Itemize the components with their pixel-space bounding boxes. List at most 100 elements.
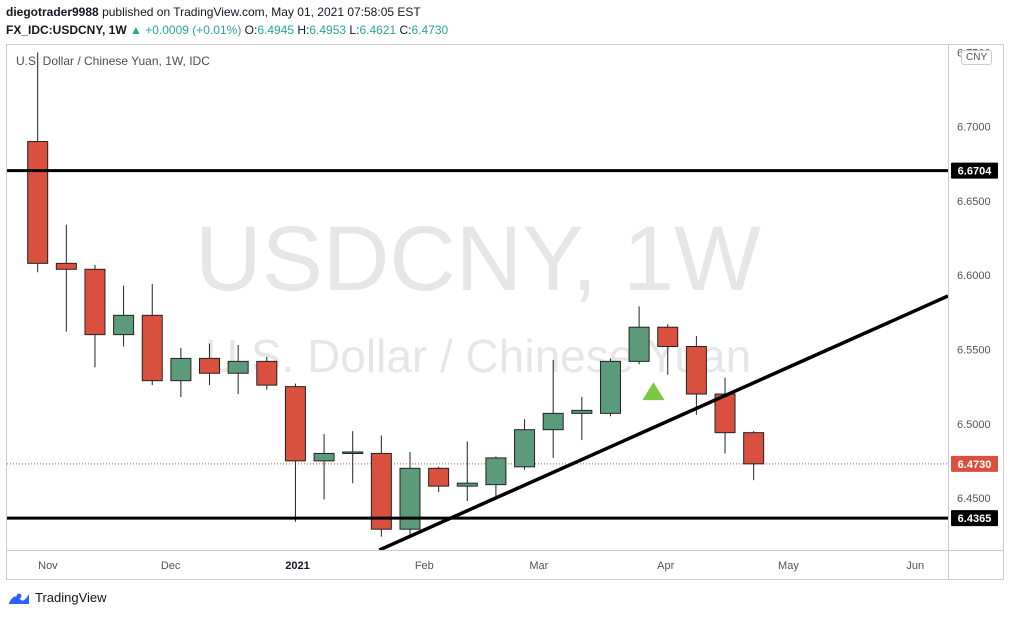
candle [256, 356, 278, 390]
last-price-label: 6.4730 [958, 459, 992, 471]
watermark: USDCNY, 1W U.S. Dollar / Chinese Yuan [195, 208, 761, 382]
watermark-symbol: USDCNY, 1W [195, 208, 761, 310]
candle-body [428, 467, 450, 487]
y-tick-label: 6.5500 [957, 344, 991, 356]
tradingview-logo[interactable]: TradingView [8, 590, 107, 605]
candle [55, 224, 77, 332]
chart-frame [6, 44, 1004, 580]
candle-body [399, 467, 421, 530]
publish-info: diegotrader9988 published on TradingView… [6, 5, 421, 19]
candle [485, 456, 507, 499]
candle [456, 441, 478, 501]
tradingview-icon [9, 593, 29, 604]
candle [743, 431, 765, 481]
candle-body [227, 360, 249, 374]
plot-clip [7, 52, 948, 550]
candle [84, 264, 106, 368]
y-axis: 6.45006.50006.55006.60006.65006.70006.75… [957, 47, 991, 505]
open-value: 6.4945 [257, 23, 295, 37]
x-tick-label: Nov [38, 560, 58, 572]
candle-body [628, 326, 650, 362]
level-price-label: 6.6704 [958, 166, 993, 178]
candle-body [313, 452, 335, 462]
y-tick-label: 6.5000 [957, 419, 991, 431]
change-value: ▲ +0.0009 (+0.01%) [130, 23, 242, 37]
candle [141, 284, 163, 386]
candle [714, 377, 736, 454]
candle [571, 397, 593, 441]
candle [313, 434, 335, 500]
candle-body [685, 346, 707, 395]
currency-button[interactable]: CNY [961, 50, 993, 65]
candle [342, 431, 364, 484]
candle [542, 359, 564, 458]
published-text: published on TradingView.com, May 01, 20… [102, 5, 421, 19]
candle [199, 343, 221, 386]
close-label: C: [399, 23, 412, 37]
author-name[interactable]: diegotrader9988 [6, 5, 99, 19]
open-label: O: [244, 23, 258, 37]
low-label: L: [349, 23, 360, 37]
level-price-label-bg [951, 162, 998, 179]
candle-body [599, 360, 621, 414]
ohlc-legend: FX_IDC:USDCNY, 1W ▲ +0.0009 (+0.01%) O:6… [6, 23, 448, 37]
x-tick-label: 2021 [285, 560, 309, 572]
level-price-label-bg [951, 510, 998, 527]
candle [399, 451, 421, 539]
axis-lines [7, 45, 1004, 580]
x-axis: Nov Dec 2021 Feb Mar Apr May Jun [38, 560, 924, 572]
y-tick-label: 6.6500 [957, 196, 991, 208]
candle [370, 435, 392, 537]
candle [657, 324, 679, 375]
candle-body [113, 314, 135, 336]
candle-body [170, 357, 192, 382]
candle-body [256, 360, 278, 386]
plot-area [7, 52, 948, 550]
candle [284, 383, 306, 522]
candle-body [657, 326, 679, 348]
x-tick-label: Dec [161, 560, 181, 572]
candle-body [84, 268, 106, 336]
candle-body [27, 141, 49, 264]
y-tick-label: 6.6000 [957, 270, 991, 282]
candle-body [199, 357, 221, 374]
candle [113, 285, 135, 347]
high-label: H: [297, 23, 310, 37]
y-tick-label: 6.7000 [957, 122, 991, 134]
low-value: 6.4621 [359, 23, 397, 37]
close-value: 6.4730 [411, 23, 449, 37]
x-tick-label: May [778, 560, 799, 572]
candle-body [342, 451, 364, 454]
candle-body [284, 386, 306, 462]
marker-triangle-up [642, 382, 665, 401]
candle-body [55, 262, 77, 270]
candle-body [141, 314, 163, 382]
candle [27, 52, 49, 273]
price-labels: 6.6704 6.4730 6.4365 [951, 162, 998, 527]
candle-body [542, 412, 564, 431]
candle [428, 466, 450, 493]
level-price-label: 6.4365 [958, 513, 992, 525]
trend-line [378, 294, 948, 550]
candle-body [514, 429, 536, 468]
candle [170, 348, 192, 398]
y-tick-label: 6.4500 [957, 493, 991, 505]
x-tick-label: Jun [906, 560, 924, 572]
symbol-label: FX_IDC:USDCNY, 1W [6, 23, 127, 37]
chart-title: U.S. Dollar / Chinese Yuan, 1W, IDC [16, 54, 210, 68]
candle-body [571, 409, 593, 414]
candle [599, 358, 621, 417]
last-price-label-bg [951, 455, 998, 472]
candle-body [485, 457, 507, 486]
candle [685, 336, 707, 415]
x-tick-label: Feb [415, 560, 434, 572]
candle [514, 419, 536, 470]
candle [227, 345, 249, 395]
candle [628, 306, 650, 365]
candle-body [743, 432, 765, 465]
x-tick-label: Apr [657, 560, 674, 572]
candle-body [370, 452, 392, 530]
tradingview-brand: TradingView [35, 590, 107, 605]
candle-body [456, 482, 478, 487]
